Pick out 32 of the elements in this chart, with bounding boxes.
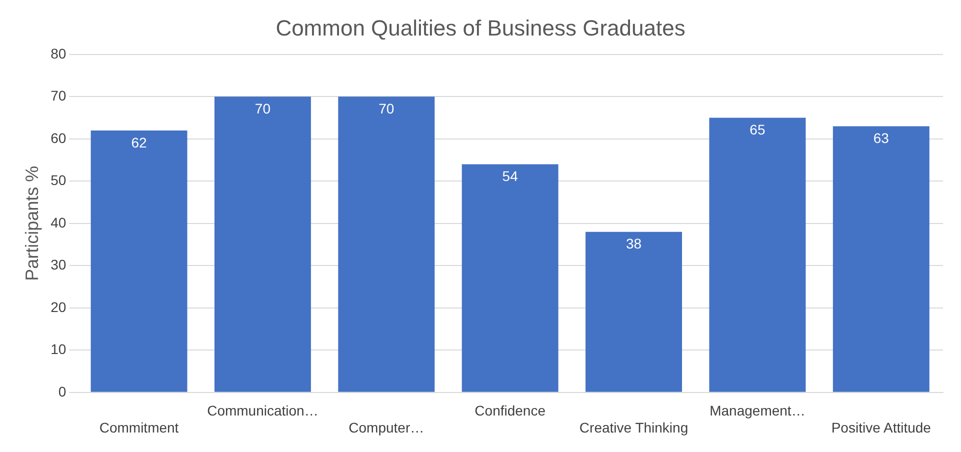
y-tick-label: 50	[50, 172, 66, 188]
data-label: 38	[626, 236, 642, 252]
y-tick-label: 20	[50, 298, 66, 315]
data-label: 63	[873, 130, 890, 146]
x-tick-label: Positive Attitude	[831, 419, 932, 436]
data-label: 54	[502, 168, 518, 184]
bar	[462, 164, 558, 392]
y-tick-label: 70	[50, 88, 66, 104]
chart-title: Common Qualities of Business Graduates	[276, 15, 686, 40]
data-label: 62	[131, 134, 148, 150]
bar	[90, 130, 188, 392]
bar	[832, 126, 930, 392]
data-label: 70	[254, 100, 271, 117]
y-tick-label: 60	[50, 130, 66, 146]
data-label: 65	[750, 122, 766, 138]
y-tick-label: 40	[50, 214, 66, 230]
data-label: 70	[378, 100, 394, 117]
x-tick-label: Communication…	[207, 402, 318, 419]
x-tick-label: Management…	[710, 402, 806, 419]
x-tick-label: Creative Thinking	[579, 419, 688, 436]
x-tick-label: Commitment	[99, 419, 179, 436]
bar	[214, 96, 311, 392]
y-tick-label: 30	[50, 256, 66, 273]
bar	[586, 232, 682, 392]
y-tick-label: 0	[58, 383, 66, 400]
bar	[709, 118, 806, 392]
bar	[338, 96, 435, 392]
y-tick-label: 80	[50, 45, 66, 62]
x-tick-label: Confidence	[474, 402, 546, 419]
x-tick-label: Computer…	[348, 419, 424, 436]
y-axis-title: Participants %	[22, 166, 42, 281]
y-tick-label: 10	[50, 341, 66, 358]
